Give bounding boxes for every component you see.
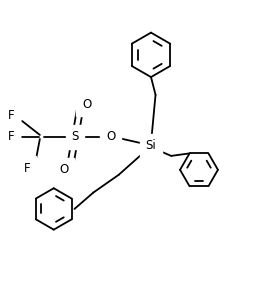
- Text: F: F: [7, 130, 14, 143]
- Text: Si: Si: [146, 139, 156, 152]
- Text: F: F: [7, 109, 14, 122]
- Text: O: O: [59, 163, 69, 176]
- Text: O: O: [82, 98, 91, 110]
- Text: S: S: [72, 130, 79, 143]
- Text: F: F: [24, 162, 30, 175]
- Text: O: O: [106, 130, 115, 143]
